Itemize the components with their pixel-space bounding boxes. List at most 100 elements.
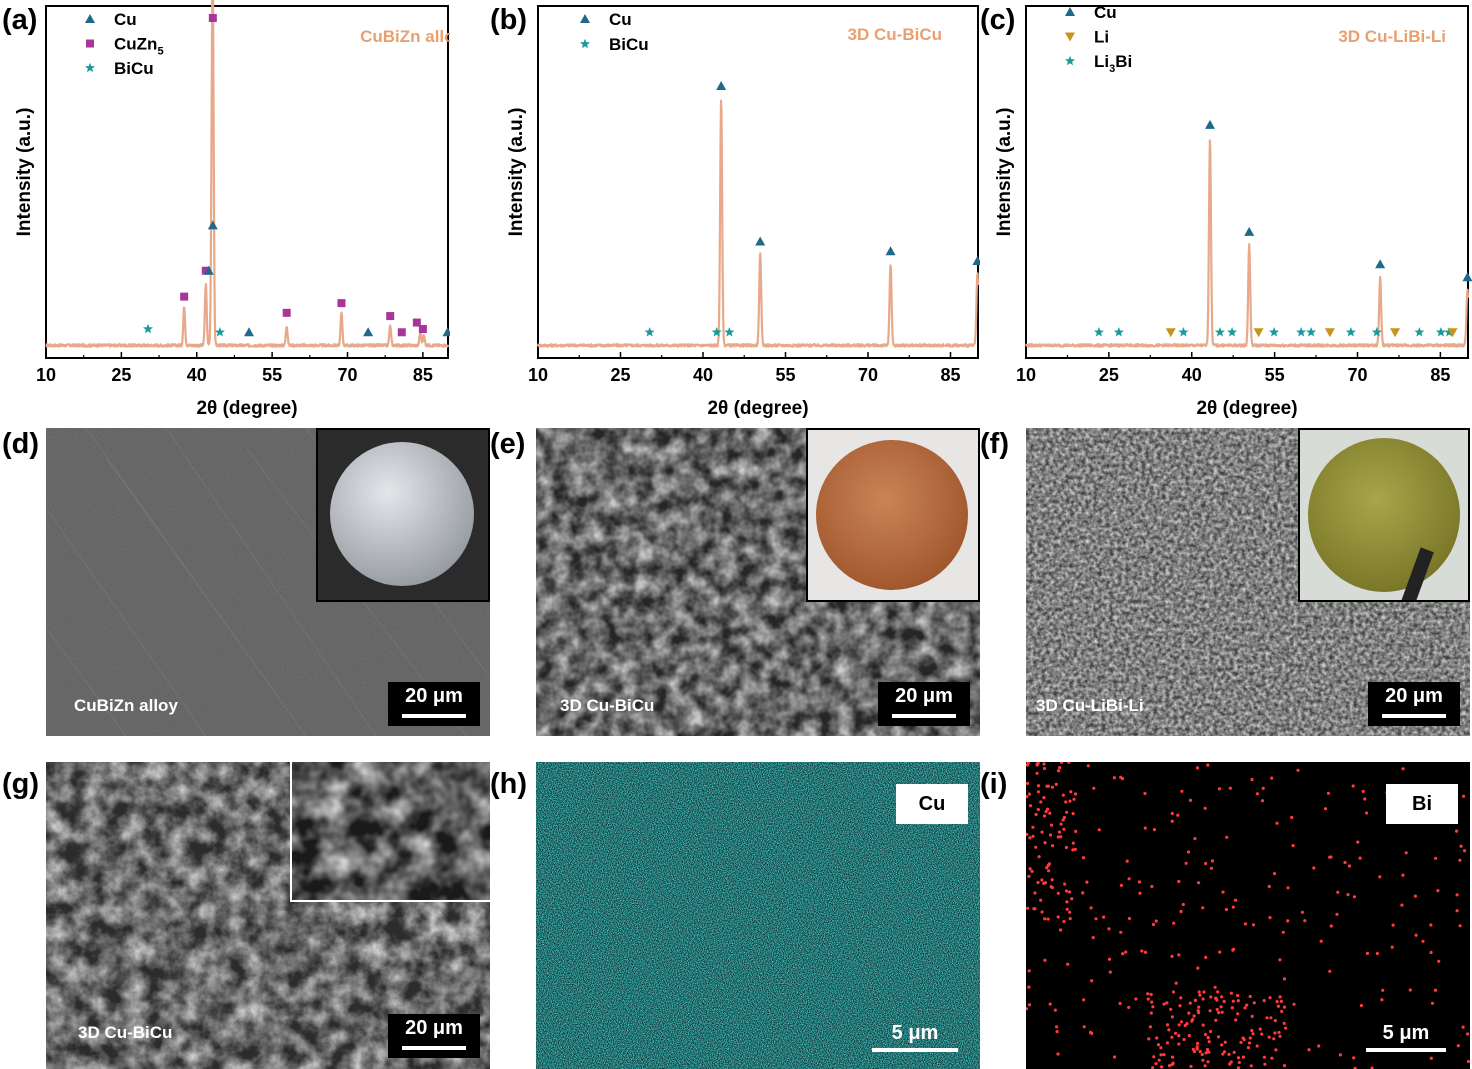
bi-signal-dot (1351, 784, 1355, 788)
bi-signal-dot (1236, 1012, 1240, 1016)
bi-signal-dot (1171, 990, 1176, 994)
bi-signal-dot (1378, 875, 1382, 879)
bi-signal-dot (1193, 998, 1197, 1002)
bi-signal-dot (1187, 1011, 1191, 1015)
bi-signal-dot (1056, 915, 1060, 919)
peak-marker-square (412, 318, 421, 327)
bi-signal-dot (1056, 891, 1060, 895)
peak-marker-star (1371, 327, 1382, 337)
bi-signal-dot (1455, 893, 1459, 897)
bi-signal-dot (1286, 919, 1290, 923)
peak-marker-triangle (207, 220, 218, 230)
bi-signal-dot (1043, 958, 1047, 962)
bi-signal-dot (1157, 1058, 1161, 1062)
bi-signal-dot (1119, 930, 1123, 934)
bi-signal-dot (1127, 877, 1131, 881)
peak-marker-star (1414, 327, 1425, 337)
bi-signal-dot (1229, 991, 1233, 995)
bi-signal-dot (1159, 1053, 1163, 1057)
x-tick-label: 55 (262, 365, 282, 385)
bi-signal-dot (1414, 933, 1418, 937)
bi-signal-dot (1045, 866, 1049, 870)
bi-signal-dot (1217, 787, 1221, 791)
peak-marker-star (214, 327, 225, 337)
bi-signal-dot (1361, 789, 1365, 793)
bi-signal-dot (1303, 919, 1307, 923)
bi-signal-dot (1329, 924, 1333, 928)
bi-signal-dot (1146, 997, 1150, 1001)
plot-frame (45, 5, 449, 359)
bi-signal-dot (1061, 818, 1065, 822)
bi-signal-dot (1082, 1025, 1086, 1029)
bi-signal-dot (1317, 1044, 1321, 1048)
bi-signal-dot (1090, 1031, 1094, 1035)
bi-signal-dot (1058, 766, 1062, 770)
bi-signal-dot (1252, 1001, 1256, 1005)
bi-signal-dot (1223, 1040, 1227, 1044)
x-tick-label: 10 (528, 365, 548, 385)
bi-signal-dot (1196, 1041, 1200, 1045)
bi-signal-dot (1026, 762, 1030, 765)
bi-signal-dot (1174, 981, 1178, 985)
xrd-chart-a: 10 25 40 55 70 85 2θ (degree) Intensity (a.u.) C… (14, 0, 450, 419)
bi-signal-dot (1179, 996, 1183, 1000)
bi-signal-dot (1061, 793, 1065, 797)
bi-signal-dot (1042, 796, 1046, 800)
bi-signal-dot (1201, 1023, 1205, 1027)
bi-signal-dot (1197, 881, 1201, 885)
bi-signal-dot (1036, 784, 1041, 788)
bi-signal-dot (1118, 1001, 1122, 1006)
x-tick-label: 85 (940, 365, 960, 385)
bi-signal-dot (1149, 1011, 1153, 1015)
bi-signal-dot (1241, 1036, 1245, 1040)
bi-signal-dot (1220, 995, 1224, 999)
bi-signal-dot (1170, 1055, 1175, 1059)
x-tick-label: 55 (1265, 365, 1285, 385)
bi-signal-dot (1049, 885, 1053, 889)
bi-signal-dot (1268, 996, 1272, 1000)
bi-signal-dot (1456, 1044, 1460, 1048)
bi-signal-dot (1028, 867, 1032, 871)
bi-signal-dot (1251, 1032, 1255, 1036)
bi-signal-dot (1231, 948, 1235, 952)
bi-signal-dot (1070, 897, 1074, 901)
bi-signal-dot (1274, 1048, 1278, 1052)
bi-signal-dot (1236, 993, 1240, 998)
x-tick-label: 70 (858, 365, 878, 385)
peak-marker-star (1178, 327, 1189, 337)
bi-signal-dot (1284, 1026, 1288, 1030)
bi-signal-dot (1209, 995, 1213, 999)
bi-signal-dot (1056, 835, 1060, 839)
bi-signal-dot (1053, 1008, 1057, 1012)
bi-signal-dot (1206, 763, 1210, 767)
bi-signal-dot (1035, 771, 1039, 775)
peak-marker-triangle (244, 327, 255, 337)
bi-signal-dot (1068, 910, 1072, 914)
bi-signal-dot (1225, 835, 1229, 839)
bi-signal-dot (1048, 1002, 1052, 1006)
bi-signal-dot (1222, 1050, 1227, 1054)
bi-signal-dot (1026, 832, 1029, 836)
bi-signal-dot (1400, 903, 1404, 907)
panel-letter-d: (d) (2, 428, 40, 460)
bi-signal-dot (1429, 1056, 1433, 1060)
zoom-inset-texture-g (292, 762, 490, 900)
bi-signal-dot (1193, 837, 1197, 841)
x-tick-label: 70 (1347, 365, 1367, 385)
y-axis-label: Intensity (a.u.) (14, 108, 35, 237)
bi-signal-dot (1102, 915, 1106, 919)
photo-inset-d (316, 428, 490, 602)
bi-signal-dot (1028, 836, 1032, 840)
element-label-bi: Bi (1386, 784, 1458, 824)
bi-signal-dot (1276, 1004, 1280, 1008)
scale-bar-e: 20 μm (878, 682, 970, 726)
bi-signal-dot (1143, 950, 1148, 954)
bi-signal-dot (1219, 1005, 1223, 1009)
element-label-cu: Cu (896, 784, 968, 824)
bi-signal-dot (1268, 916, 1272, 920)
scale-bar-h: 5 μm (872, 1022, 958, 1052)
bi-signal-dot (1365, 811, 1369, 815)
bi-signal-dot (1149, 992, 1153, 997)
bi-signal-dot (1203, 1064, 1207, 1068)
bi-signal-dot (1380, 998, 1384, 1002)
